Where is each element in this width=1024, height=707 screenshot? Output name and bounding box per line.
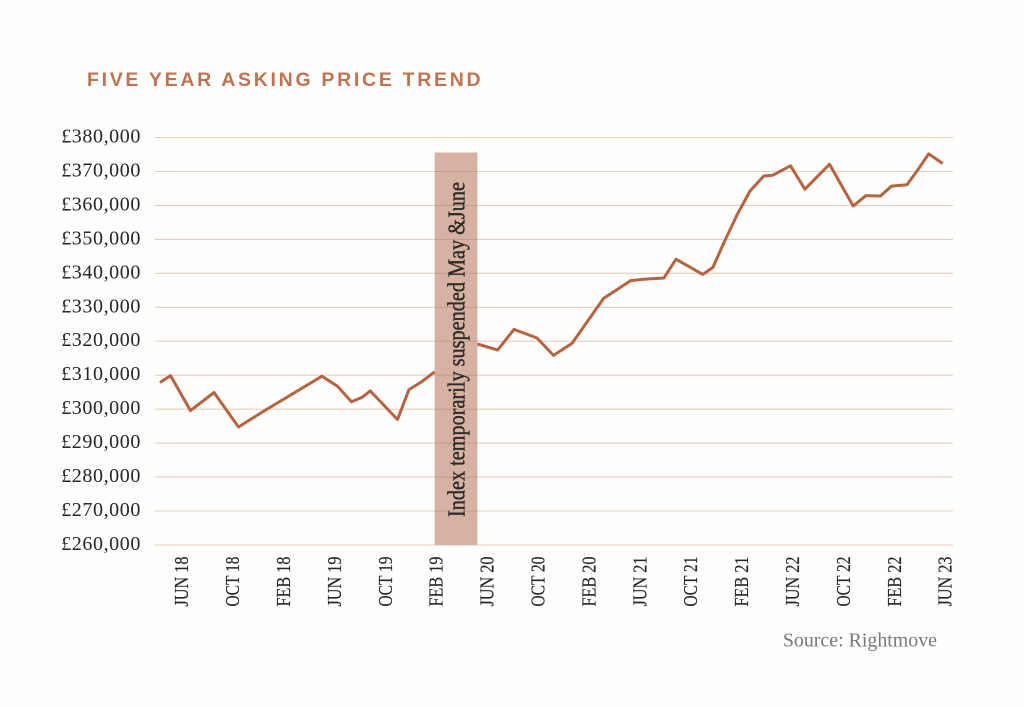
svg-text:£300,000: £300,000 — [61, 397, 141, 419]
svg-text:£370,000: £370,000 — [61, 160, 141, 182]
svg-text:FIVE YEAR ASKING PRICE TREND: FIVE YEAR ASKING PRICE TREND — [87, 69, 483, 91]
svg-text:JUN 23: JUN 23 — [935, 557, 957, 607]
svg-text:OCT 20: OCT 20 — [528, 557, 550, 607]
svg-text:Source: Rightmove: Source: Rightmove — [783, 630, 937, 652]
svg-text:FEB 21: FEB 21 — [731, 557, 753, 607]
svg-text:£350,000: £350,000 — [61, 227, 141, 249]
svg-text:OCT 18: OCT 18 — [222, 557, 244, 607]
svg-text:OCT 21: OCT 21 — [680, 557, 702, 607]
svg-text:£260,000: £260,000 — [61, 533, 141, 555]
svg-text:FEB 18: FEB 18 — [273, 557, 295, 607]
svg-text:£270,000: £270,000 — [61, 499, 141, 521]
svg-text:£290,000: £290,000 — [61, 431, 141, 453]
svg-text:£330,000: £330,000 — [61, 295, 141, 317]
svg-text:£340,000: £340,000 — [61, 261, 141, 283]
svg-text:OCT 22: OCT 22 — [833, 557, 855, 607]
svg-text:FEB 22: FEB 22 — [884, 557, 906, 607]
svg-text:FEB 20: FEB 20 — [578, 557, 600, 607]
svg-text:JUN 18: JUN 18 — [171, 557, 193, 607]
svg-text:JUN 20: JUN 20 — [477, 557, 499, 607]
svg-text:Index temporarily suspended Ma: Index temporarily suspended May &June — [445, 182, 471, 517]
svg-text:£380,000: £380,000 — [61, 126, 141, 148]
svg-text:JUN 19: JUN 19 — [324, 557, 346, 607]
svg-text:£320,000: £320,000 — [61, 329, 141, 351]
svg-text:£310,000: £310,000 — [61, 363, 141, 385]
svg-text:£360,000: £360,000 — [61, 193, 141, 215]
svg-text:£280,000: £280,000 — [61, 465, 141, 487]
svg-text:JUN 22: JUN 22 — [782, 557, 804, 607]
svg-text:FEB 19: FEB 19 — [426, 557, 448, 607]
svg-text:OCT 19: OCT 19 — [375, 557, 397, 607]
svg-text:JUN 21: JUN 21 — [629, 557, 651, 607]
